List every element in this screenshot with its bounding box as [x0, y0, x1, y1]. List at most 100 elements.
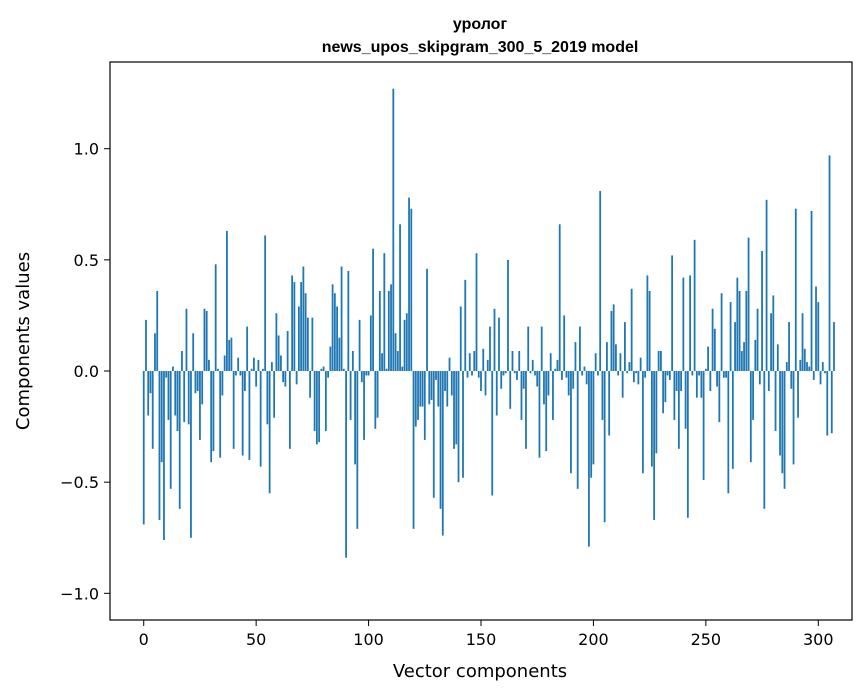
- bar: [358, 319, 361, 372]
- bar: [342, 368, 345, 372]
- bar: [776, 344, 779, 372]
- bar: [727, 371, 730, 494]
- bar: [801, 313, 804, 372]
- bar: [383, 253, 386, 372]
- bar: [284, 371, 287, 387]
- bar: [779, 371, 781, 456]
- bar-series: [142, 88, 835, 558]
- bar: [199, 371, 201, 440]
- bar: [761, 250, 763, 372]
- bar: [279, 355, 282, 372]
- bar: [473, 351, 476, 372]
- bar: [340, 266, 343, 372]
- bar: [606, 342, 608, 372]
- bar: [489, 326, 491, 372]
- bar: [734, 322, 736, 372]
- bar: [468, 353, 471, 372]
- bar: [529, 371, 532, 374]
- bar: [167, 371, 170, 420]
- bar: [387, 290, 390, 372]
- bar: [790, 371, 793, 389]
- bar: [624, 322, 626, 372]
- bar: [819, 371, 822, 385]
- bar: [432, 371, 435, 498]
- bar: [561, 371, 563, 380]
- chart-title-line2: news_upos_skipgram_300_5_2019 model: [322, 39, 639, 56]
- bar: [657, 351, 660, 372]
- bar: [327, 371, 329, 378]
- bar: [270, 362, 273, 372]
- y-tick-label: −0.5: [60, 473, 99, 492]
- bar: [351, 351, 354, 372]
- bar: [360, 371, 363, 383]
- bar: [439, 371, 442, 509]
- bar: [612, 304, 615, 372]
- bar: [792, 371, 795, 465]
- bar: [324, 371, 327, 432]
- bar: [356, 371, 359, 529]
- bar: [412, 371, 415, 529]
- bar: [430, 371, 433, 400]
- x-tick-label: 200: [578, 630, 609, 649]
- bar: [567, 371, 570, 396]
- bar: [174, 371, 177, 416]
- bar: [190, 371, 192, 538]
- bar: [235, 371, 237, 376]
- chart-title-line1: уролог: [453, 16, 508, 33]
- bar: [691, 371, 694, 376]
- bar: [570, 371, 572, 474]
- bar: [381, 353, 383, 372]
- bar: [441, 371, 444, 536]
- bar: [554, 368, 557, 372]
- bar: [365, 371, 368, 376]
- bar: [163, 371, 165, 540]
- bar: [504, 371, 507, 374]
- bar: [536, 371, 539, 387]
- bar: [268, 371, 271, 494]
- bar: [205, 310, 208, 372]
- bar: [450, 371, 453, 396]
- bar: [810, 210, 813, 372]
- bar: [585, 371, 588, 385]
- bar: [783, 371, 786, 489]
- bar: [770, 313, 772, 372]
- bar: [641, 371, 644, 474]
- bar: [401, 366, 404, 372]
- bar: [158, 371, 161, 520]
- bar: [635, 371, 638, 374]
- bar: [534, 371, 536, 376]
- bar: [349, 371, 352, 420]
- bar: [495, 371, 498, 416]
- bar: [547, 371, 550, 396]
- bar: [677, 371, 680, 449]
- bar: [154, 333, 156, 372]
- bar: [491, 371, 494, 496]
- bar: [320, 368, 323, 372]
- bar: [295, 371, 298, 385]
- y-tick-label: −1.0: [60, 584, 99, 603]
- bar: [464, 279, 467, 372]
- bar: [226, 230, 228, 372]
- bar: [808, 366, 811, 372]
- bar: [722, 371, 725, 378]
- bar: [543, 371, 545, 405]
- x-tick-label: 0: [139, 630, 149, 649]
- bar: [192, 333, 195, 372]
- bar: [630, 288, 633, 372]
- bar: [756, 308, 759, 372]
- bar: [374, 371, 377, 429]
- bar: [637, 371, 640, 385]
- bar: [471, 371, 473, 376]
- bar: [675, 371, 678, 392]
- bar: [385, 368, 388, 372]
- bar: [763, 371, 766, 509]
- x-tick-label: 150: [466, 630, 497, 649]
- bar: [151, 371, 154, 449]
- bar: [794, 208, 797, 372]
- bar: [304, 293, 307, 372]
- bar: [455, 371, 458, 445]
- bar: [318, 371, 321, 443]
- bar: [228, 339, 231, 372]
- bar: [549, 353, 552, 372]
- bar: [785, 362, 788, 372]
